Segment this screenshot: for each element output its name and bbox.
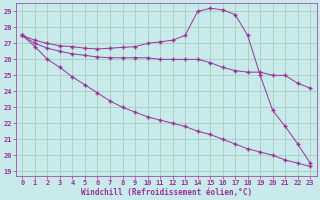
X-axis label: Windchill (Refroidissement éolien,°C): Windchill (Refroidissement éolien,°C) [81, 188, 252, 197]
